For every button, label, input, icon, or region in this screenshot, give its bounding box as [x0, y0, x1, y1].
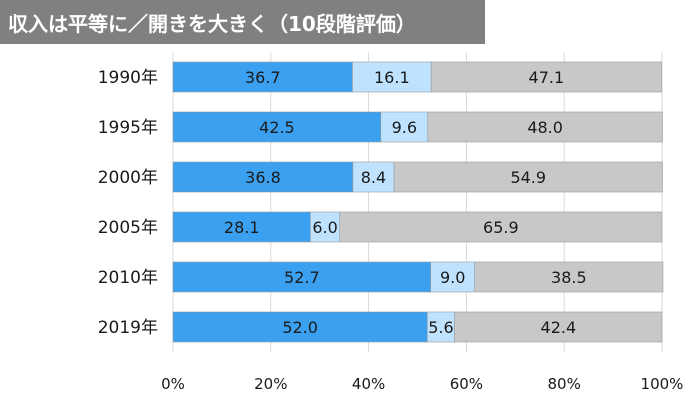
data-label: 28.1: [224, 218, 260, 237]
bar-segment: [474, 261, 664, 293]
data-label: 9.0: [440, 268, 465, 287]
data-label: 9.6: [392, 118, 417, 137]
category-label: 2010年: [98, 268, 158, 288]
data-label: 36.7: [245, 68, 281, 87]
bar-segment: [427, 111, 663, 143]
category-label: 1995年: [98, 118, 158, 138]
data-label: 16.1: [374, 68, 410, 87]
x-tick-label: 0%: [161, 375, 185, 393]
data-label: 54.9: [510, 168, 546, 187]
title-banner: 収入は平等に／開きを大きく（10段階評価）: [0, 0, 485, 44]
category-label: 1990年: [98, 68, 158, 88]
bar-segment: [430, 61, 662, 93]
x-tick-label: 100%: [641, 375, 684, 393]
bar-segment: [352, 61, 432, 93]
x-tick-label: 20%: [254, 375, 287, 393]
data-label: 6.0: [312, 218, 337, 237]
category-label: 2005年: [98, 218, 158, 238]
data-label: 8.4: [361, 168, 386, 187]
bar-segment: [172, 111, 382, 143]
bar-segment: [454, 311, 663, 343]
bar-segment: [172, 61, 353, 93]
bar-segment: [339, 211, 663, 243]
data-label: 38.5: [551, 268, 587, 287]
bar-segment: [172, 311, 428, 343]
x-tick-label: 80%: [548, 375, 581, 393]
bar-segment: [172, 161, 354, 193]
category-label: 2019年: [98, 318, 158, 338]
bar-segment: [380, 111, 429, 143]
data-label: 48.0: [527, 118, 563, 137]
chart-title: 収入は平等に／開きを大きく（10段階評価）: [8, 11, 416, 36]
x-tick-label: 60%: [450, 375, 483, 393]
data-label: 42.4: [541, 318, 577, 337]
data-label: 42.5: [259, 118, 295, 137]
bar-segment: [426, 311, 455, 343]
bar-segment: [393, 161, 663, 193]
data-label: 52.7: [284, 268, 320, 287]
bar-segment: [172, 261, 432, 293]
data-label: 65.9: [483, 218, 519, 237]
data-label: 36.8: [245, 168, 281, 187]
data-label: 5.6: [428, 318, 453, 337]
bar-segment: [430, 261, 476, 293]
bar-segment: [172, 211, 311, 243]
bar-segment: [310, 211, 341, 243]
data-label: 47.1: [529, 68, 565, 87]
x-tick-label: 40%: [352, 375, 385, 393]
category-label: 2000年: [98, 168, 158, 188]
data-label: 52.0: [282, 318, 318, 337]
